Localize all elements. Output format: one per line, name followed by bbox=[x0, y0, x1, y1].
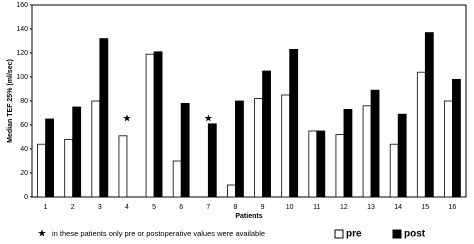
bar bbox=[227, 184, 236, 198]
note: in these patients only pre or postoperat… bbox=[52, 229, 265, 238]
y-tick-label: 160 bbox=[16, 2, 28, 9]
x-tick-label: 1 bbox=[44, 204, 48, 211]
x-tick-label: 2 bbox=[71, 204, 75, 211]
bar bbox=[172, 160, 182, 198]
bar bbox=[45, 118, 54, 198]
bar bbox=[416, 71, 426, 198]
y-tick-label: 120 bbox=[16, 50, 28, 57]
y-tick-label: 140 bbox=[16, 26, 28, 33]
bar bbox=[335, 134, 345, 198]
bar bbox=[72, 106, 82, 198]
bar bbox=[397, 113, 407, 198]
bar bbox=[308, 130, 318, 198]
note-marker: ★ bbox=[122, 114, 131, 125]
x-tick-label: 14 bbox=[394, 204, 402, 211]
bar bbox=[145, 53, 155, 198]
y-tick-label: 40 bbox=[20, 146, 28, 153]
x-tick-label: 6 bbox=[179, 204, 183, 211]
x-tick-label: 9 bbox=[261, 204, 265, 211]
bar bbox=[37, 143, 46, 198]
bar bbox=[118, 135, 128, 198]
note-marker: ★ bbox=[38, 229, 47, 240]
y-tick-label: 60 bbox=[20, 122, 28, 129]
y-axis-label: Median TEF 25% (ml/sec) bbox=[7, 59, 14, 143]
bar bbox=[99, 38, 109, 198]
x-tick-label: 12 bbox=[340, 204, 348, 211]
bar bbox=[91, 100, 101, 198]
bar bbox=[452, 79, 461, 198]
x-tick-label: 4 bbox=[125, 204, 129, 211]
bar bbox=[389, 143, 399, 198]
bar bbox=[444, 100, 453, 198]
x-tick-label: 7 bbox=[206, 204, 210, 211]
x-tick-label: 11 bbox=[313, 204, 320, 211]
bar bbox=[262, 70, 271, 198]
x-tick-label: 10 bbox=[286, 204, 294, 211]
x-tick-label: 16 bbox=[449, 204, 457, 211]
x-tick-label: 15 bbox=[421, 204, 429, 211]
bar bbox=[64, 138, 74, 198]
x-tick-label: 13 bbox=[367, 204, 375, 211]
legend-label: post bbox=[404, 229, 426, 240]
legend-swatch bbox=[334, 229, 344, 239]
bar bbox=[207, 123, 217, 198]
y-tick-label: 80 bbox=[20, 98, 28, 105]
y-tick-label: 0 bbox=[24, 194, 28, 201]
bar bbox=[343, 109, 353, 198]
note-marker: ★ bbox=[204, 114, 213, 125]
bar bbox=[235, 100, 244, 198]
y-tick-label: 100 bbox=[16, 74, 28, 81]
x-tick-label: 8 bbox=[233, 204, 237, 211]
x-tick-label: 3 bbox=[98, 204, 102, 211]
x-tick-label: 5 bbox=[152, 204, 156, 211]
bar bbox=[362, 105, 372, 198]
bar bbox=[289, 49, 299, 198]
bar bbox=[424, 32, 434, 198]
bar bbox=[153, 51, 163, 198]
bar bbox=[180, 103, 190, 198]
bar bbox=[254, 98, 263, 198]
bar bbox=[370, 89, 380, 198]
legend-swatch bbox=[392, 229, 402, 239]
x-axis-label: Patients bbox=[235, 213, 262, 220]
legend-label: pre bbox=[346, 229, 362, 240]
bar bbox=[316, 130, 326, 198]
y-tick-label: 20 bbox=[20, 170, 28, 177]
bar bbox=[281, 94, 291, 198]
